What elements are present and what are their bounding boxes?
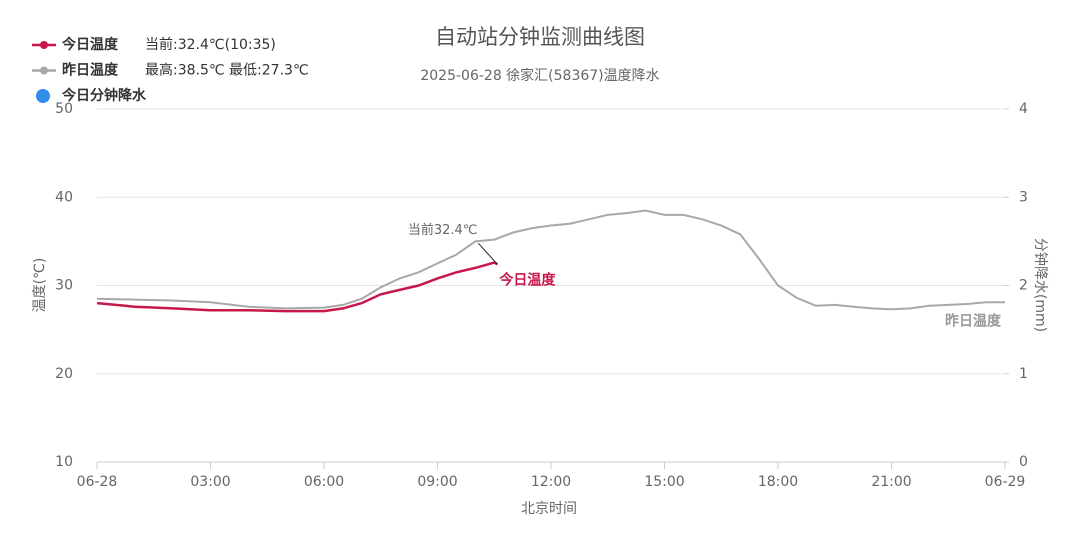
x-tick-label: 06-29 bbox=[985, 474, 1026, 490]
series-line bbox=[96, 209, 1005, 311]
y2-tick-label: 0 bbox=[1019, 454, 1028, 470]
legend-info: 最高:38.5℃ 最低:27.3℃ bbox=[145, 62, 309, 79]
y2-tick-label: 2 bbox=[1019, 278, 1028, 294]
series-end-label: 昨日温度 bbox=[945, 312, 1002, 329]
x-axis-title: 北京时间 bbox=[521, 501, 577, 517]
y2-tick-label: 3 bbox=[1019, 189, 1028, 205]
y2-tick-label: 1 bbox=[1019, 366, 1028, 382]
x-tick-label: 06-28 bbox=[77, 474, 118, 490]
series-end-label: 今日温度 bbox=[498, 271, 556, 288]
series-line bbox=[96, 261, 499, 313]
legend-info: 当前:32.4℃(10:35) bbox=[145, 36, 276, 53]
y2-tick-label: 4 bbox=[1019, 101, 1028, 117]
x-tick-label: 18:00 bbox=[758, 474, 798, 490]
annotation: 当前32.4℃ bbox=[408, 222, 478, 238]
y-tick-label: 40 bbox=[55, 189, 73, 205]
y-axis-title: 温度(℃) bbox=[32, 258, 48, 313]
x-tick-label: 15:00 bbox=[644, 474, 684, 490]
legend-label: 今日分钟降水 bbox=[61, 87, 147, 104]
x-tick-label: 09:00 bbox=[417, 474, 457, 490]
y-tick-label: 30 bbox=[55, 278, 73, 294]
x-tick-label: 03:00 bbox=[190, 474, 230, 490]
legend-marker bbox=[40, 66, 48, 75]
x-tick-label: 06:00 bbox=[304, 474, 344, 490]
x-tick-label: 21:00 bbox=[871, 474, 911, 490]
y-tick-label: 20 bbox=[55, 366, 73, 382]
chart-title: 自动站分钟监测曲线图 bbox=[435, 25, 645, 49]
y-tick-label: 50 bbox=[55, 101, 73, 117]
legend-marker bbox=[36, 89, 50, 103]
y2-axis-title: 分钟降水(mm) bbox=[1032, 238, 1049, 332]
legend-marker bbox=[40, 41, 48, 49]
chart-subtitle: 2025-06-28 徐家汇(58367)温度降水 bbox=[420, 67, 659, 84]
y-tick-label: 10 bbox=[55, 454, 73, 470]
legend-label: 今日温度 bbox=[61, 36, 119, 53]
legend-label: 昨日温度 bbox=[62, 62, 119, 79]
annotation-line bbox=[478, 242, 498, 265]
x-tick-label: 12:00 bbox=[531, 474, 571, 490]
